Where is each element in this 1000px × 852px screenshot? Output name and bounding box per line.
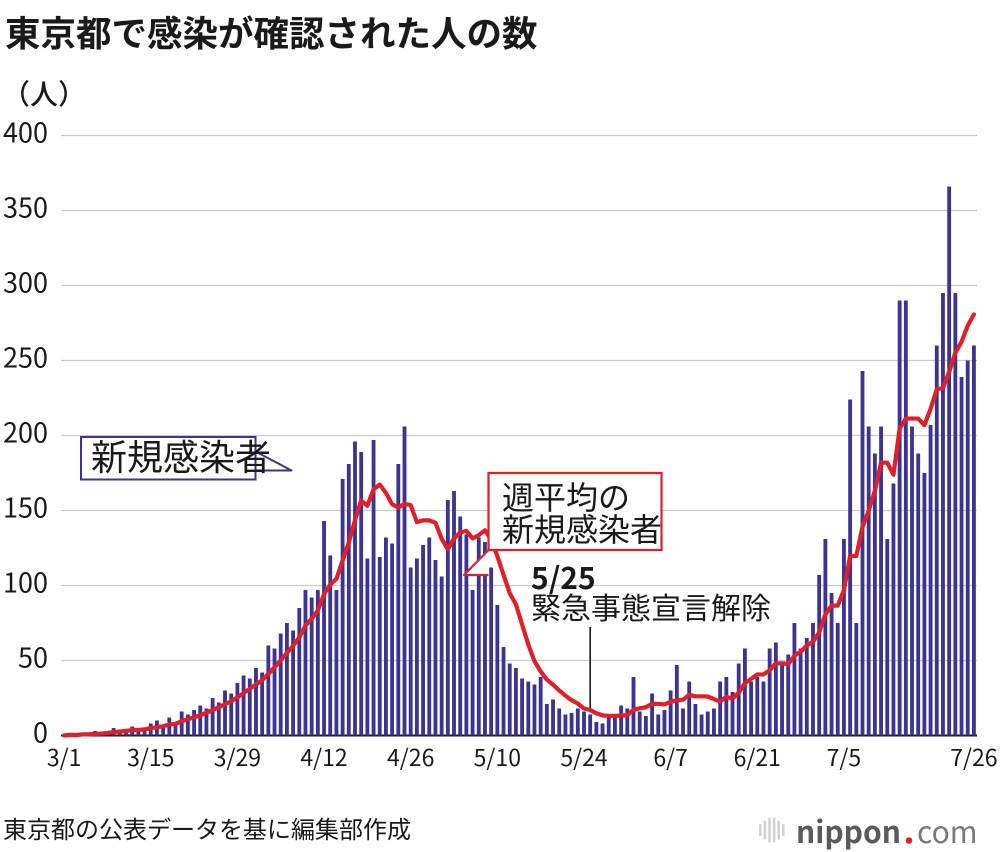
svg-text:新規感染者: 新規感染者 (91, 429, 271, 481)
svg-text:400: 400 (3, 112, 48, 151)
svg-text:com: com (917, 810, 978, 850)
svg-text:7/5: 7/5 (827, 739, 862, 773)
svg-text:nippon: nippon (796, 810, 901, 850)
svg-text:6/7: 6/7 (653, 739, 688, 773)
svg-text:4/26: 4/26 (387, 739, 434, 773)
svg-text:0: 0 (33, 712, 48, 751)
svg-text:300: 300 (3, 262, 48, 301)
svg-text:新規感染者: 新規感染者 (502, 505, 662, 551)
svg-text:200: 200 (3, 412, 48, 451)
svg-text:6/21: 6/21 (734, 739, 781, 773)
svg-text:7/26: 7/26 (950, 739, 997, 773)
svg-text:250: 250 (3, 337, 48, 376)
svg-text:3/29: 3/29 (214, 739, 261, 773)
svg-text:3/1: 3/1 (47, 739, 82, 773)
svg-text:350: 350 (3, 187, 48, 226)
svg-text:50: 50 (18, 637, 48, 676)
svg-text:100: 100 (3, 562, 48, 601)
svg-text:4/12: 4/12 (300, 739, 347, 773)
svg-text:5/10: 5/10 (474, 739, 521, 773)
svg-text:150: 150 (3, 487, 48, 526)
svg-text:3/15: 3/15 (127, 739, 174, 773)
svg-text:5/24: 5/24 (560, 739, 608, 773)
svg-text:緊急事態宣言解除: 緊急事態宣言解除 (531, 584, 771, 628)
